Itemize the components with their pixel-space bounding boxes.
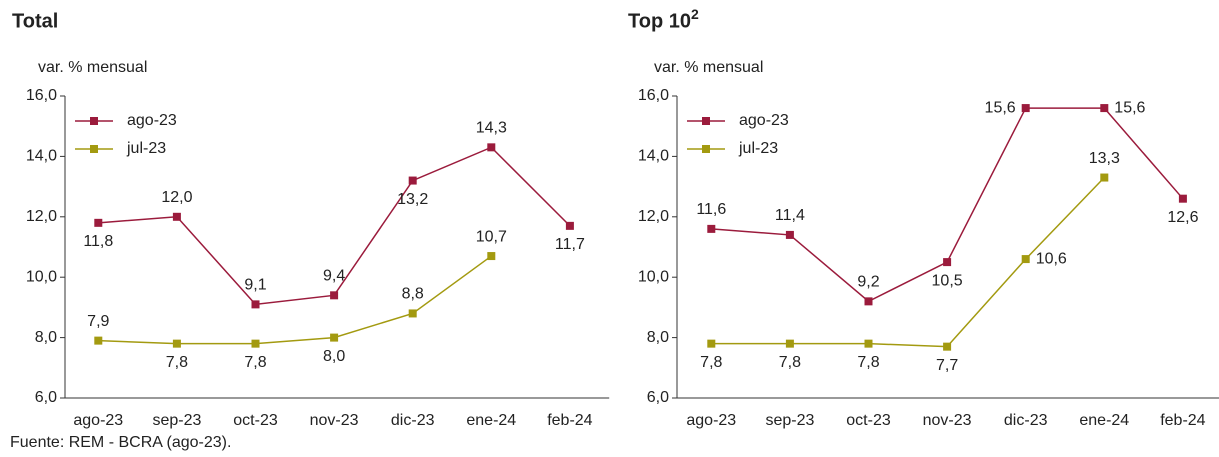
legend-label: ago-23 <box>127 112 177 129</box>
point-marker <box>408 309 417 318</box>
x-tick-label: nov-23 <box>923 412 972 429</box>
data-label: 7,9 <box>87 313 109 330</box>
x-tick-label: sep-23 <box>765 412 814 429</box>
y-tick-label: 16,0 <box>638 87 669 104</box>
point-marker <box>565 221 574 230</box>
point-marker <box>1021 255 1030 264</box>
point-marker <box>251 339 260 348</box>
data-label: 11,8 <box>83 233 113 250</box>
legend-marker <box>702 145 710 153</box>
data-label: 9,1 <box>244 277 266 294</box>
point-marker <box>943 342 952 351</box>
point-marker <box>487 252 496 261</box>
y-tick-label: 14,0 <box>26 148 57 165</box>
point-marker <box>1100 173 1109 182</box>
x-tick-label: feb-24 <box>1160 412 1205 429</box>
chart-title: Top 102 <box>628 6 699 33</box>
legend-label: jul-23 <box>738 140 778 157</box>
x-tick-label: feb-24 <box>547 412 592 429</box>
data-label: 10,5 <box>932 272 963 289</box>
point-marker <box>785 230 794 239</box>
y-tick-label: 12,0 <box>638 208 669 225</box>
chart-title: Total <box>12 10 58 32</box>
legend-label: ago-23 <box>739 112 789 129</box>
data-label: 7,8 <box>857 354 879 371</box>
y-axis-label: var. % mensual <box>654 59 763 76</box>
data-label: 11,7 <box>555 236 585 253</box>
point-marker <box>1178 194 1187 203</box>
point-marker <box>487 143 496 152</box>
data-label: 7,8 <box>244 354 266 371</box>
x-tick-label: dic-23 <box>391 412 435 429</box>
point-marker <box>864 297 873 306</box>
point-marker <box>94 218 103 227</box>
source-note: Fuente: REM - BCRA (ago-23). <box>10 434 231 451</box>
x-tick-label: ago-23 <box>73 412 123 429</box>
data-label: 8,0 <box>323 348 345 365</box>
data-label: 9,4 <box>323 268 345 285</box>
x-tick-label: oct-23 <box>846 412 891 429</box>
y-tick-label: 8,0 <box>35 329 57 346</box>
data-label: 7,7 <box>936 357 958 374</box>
title-superscript: 2 <box>691 6 699 22</box>
data-label: 7,8 <box>700 354 722 371</box>
point-marker <box>1021 104 1030 113</box>
x-tick-label: sep-23 <box>152 412 201 429</box>
x-tick-label: ago-23 <box>686 412 736 429</box>
legend-marker <box>702 117 710 125</box>
data-label: 10,7 <box>476 228 507 245</box>
series-line <box>98 255 492 345</box>
y-tick-label: 16,0 <box>26 87 57 104</box>
x-tick-label: ene-24 <box>466 412 516 429</box>
data-label: 15,6 <box>1114 99 1145 116</box>
x-tick-label: nov-23 <box>310 412 359 429</box>
data-label: 12,0 <box>161 189 192 206</box>
data-label: 12,6 <box>1167 209 1198 226</box>
legend-label: jul-23 <box>126 140 166 157</box>
y-tick-label: 12,0 <box>26 208 57 225</box>
point-marker <box>408 176 417 185</box>
data-label: 14,3 <box>476 120 507 137</box>
point-marker <box>172 339 181 348</box>
data-label: 7,8 <box>166 354 188 371</box>
point-marker <box>172 212 181 221</box>
x-tick-label: ene-24 <box>1079 412 1129 429</box>
data-label: 13,3 <box>1089 150 1120 167</box>
y-tick-label: 8,0 <box>647 329 669 346</box>
point-marker <box>707 224 716 233</box>
y-tick-label: 6,0 <box>35 389 57 406</box>
point-marker <box>1100 104 1109 113</box>
point-marker <box>94 336 103 345</box>
y-axis-label: var. % mensual <box>38 59 147 76</box>
data-label: 13,2 <box>397 191 428 208</box>
point-marker <box>251 300 260 309</box>
y-tick-label: 10,0 <box>638 268 669 285</box>
x-tick-label: oct-23 <box>233 412 278 429</box>
point-marker <box>330 291 339 300</box>
legend-marker <box>90 145 98 153</box>
data-label: 7,8 <box>779 354 801 371</box>
series-line <box>711 177 1105 348</box>
x-tick-label: dic-23 <box>1004 412 1048 429</box>
point-marker <box>943 258 952 267</box>
data-label: 11,4 <box>775 207 805 224</box>
data-label: 11,6 <box>696 201 726 218</box>
data-label: 9,2 <box>857 274 879 291</box>
y-tick-label: 14,0 <box>638 148 669 165</box>
legend-marker <box>90 117 98 125</box>
point-marker <box>330 333 339 342</box>
point-marker <box>864 339 873 348</box>
y-tick-label: 10,0 <box>26 268 57 285</box>
data-label: 15,6 <box>985 99 1016 116</box>
point-marker <box>785 339 794 348</box>
data-label: 10,6 <box>1036 250 1067 267</box>
data-label: 8,8 <box>402 286 424 303</box>
y-tick-label: 6,0 <box>647 389 669 406</box>
point-marker <box>707 339 716 348</box>
